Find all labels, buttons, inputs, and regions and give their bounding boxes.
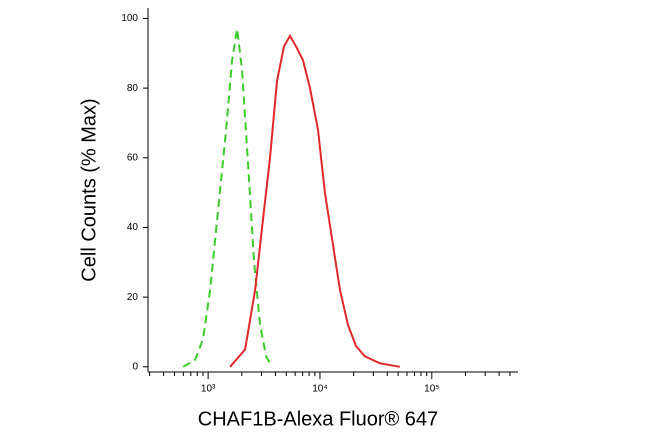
series-line bbox=[182, 28, 273, 368]
y-tick-label: 20 bbox=[127, 292, 139, 303]
y-tick-label: 60 bbox=[127, 152, 139, 163]
y-tick-label: 100 bbox=[121, 13, 138, 24]
x-tick-label: 10³ bbox=[201, 384, 216, 395]
series-line bbox=[229, 33, 400, 368]
y-axis-title: Cell Counts (% Max) bbox=[78, 98, 100, 281]
x-tick-label: 10⁴ bbox=[312, 384, 327, 395]
y-tick-label: 80 bbox=[127, 83, 139, 94]
y-tick-label: 40 bbox=[127, 222, 139, 233]
y-tick-label: 0 bbox=[132, 361, 138, 372]
x-axis-title: CHAF1B-Alexa Fluor® 647 bbox=[198, 408, 438, 430]
x-tick-label: 10⁵ bbox=[424, 384, 439, 395]
